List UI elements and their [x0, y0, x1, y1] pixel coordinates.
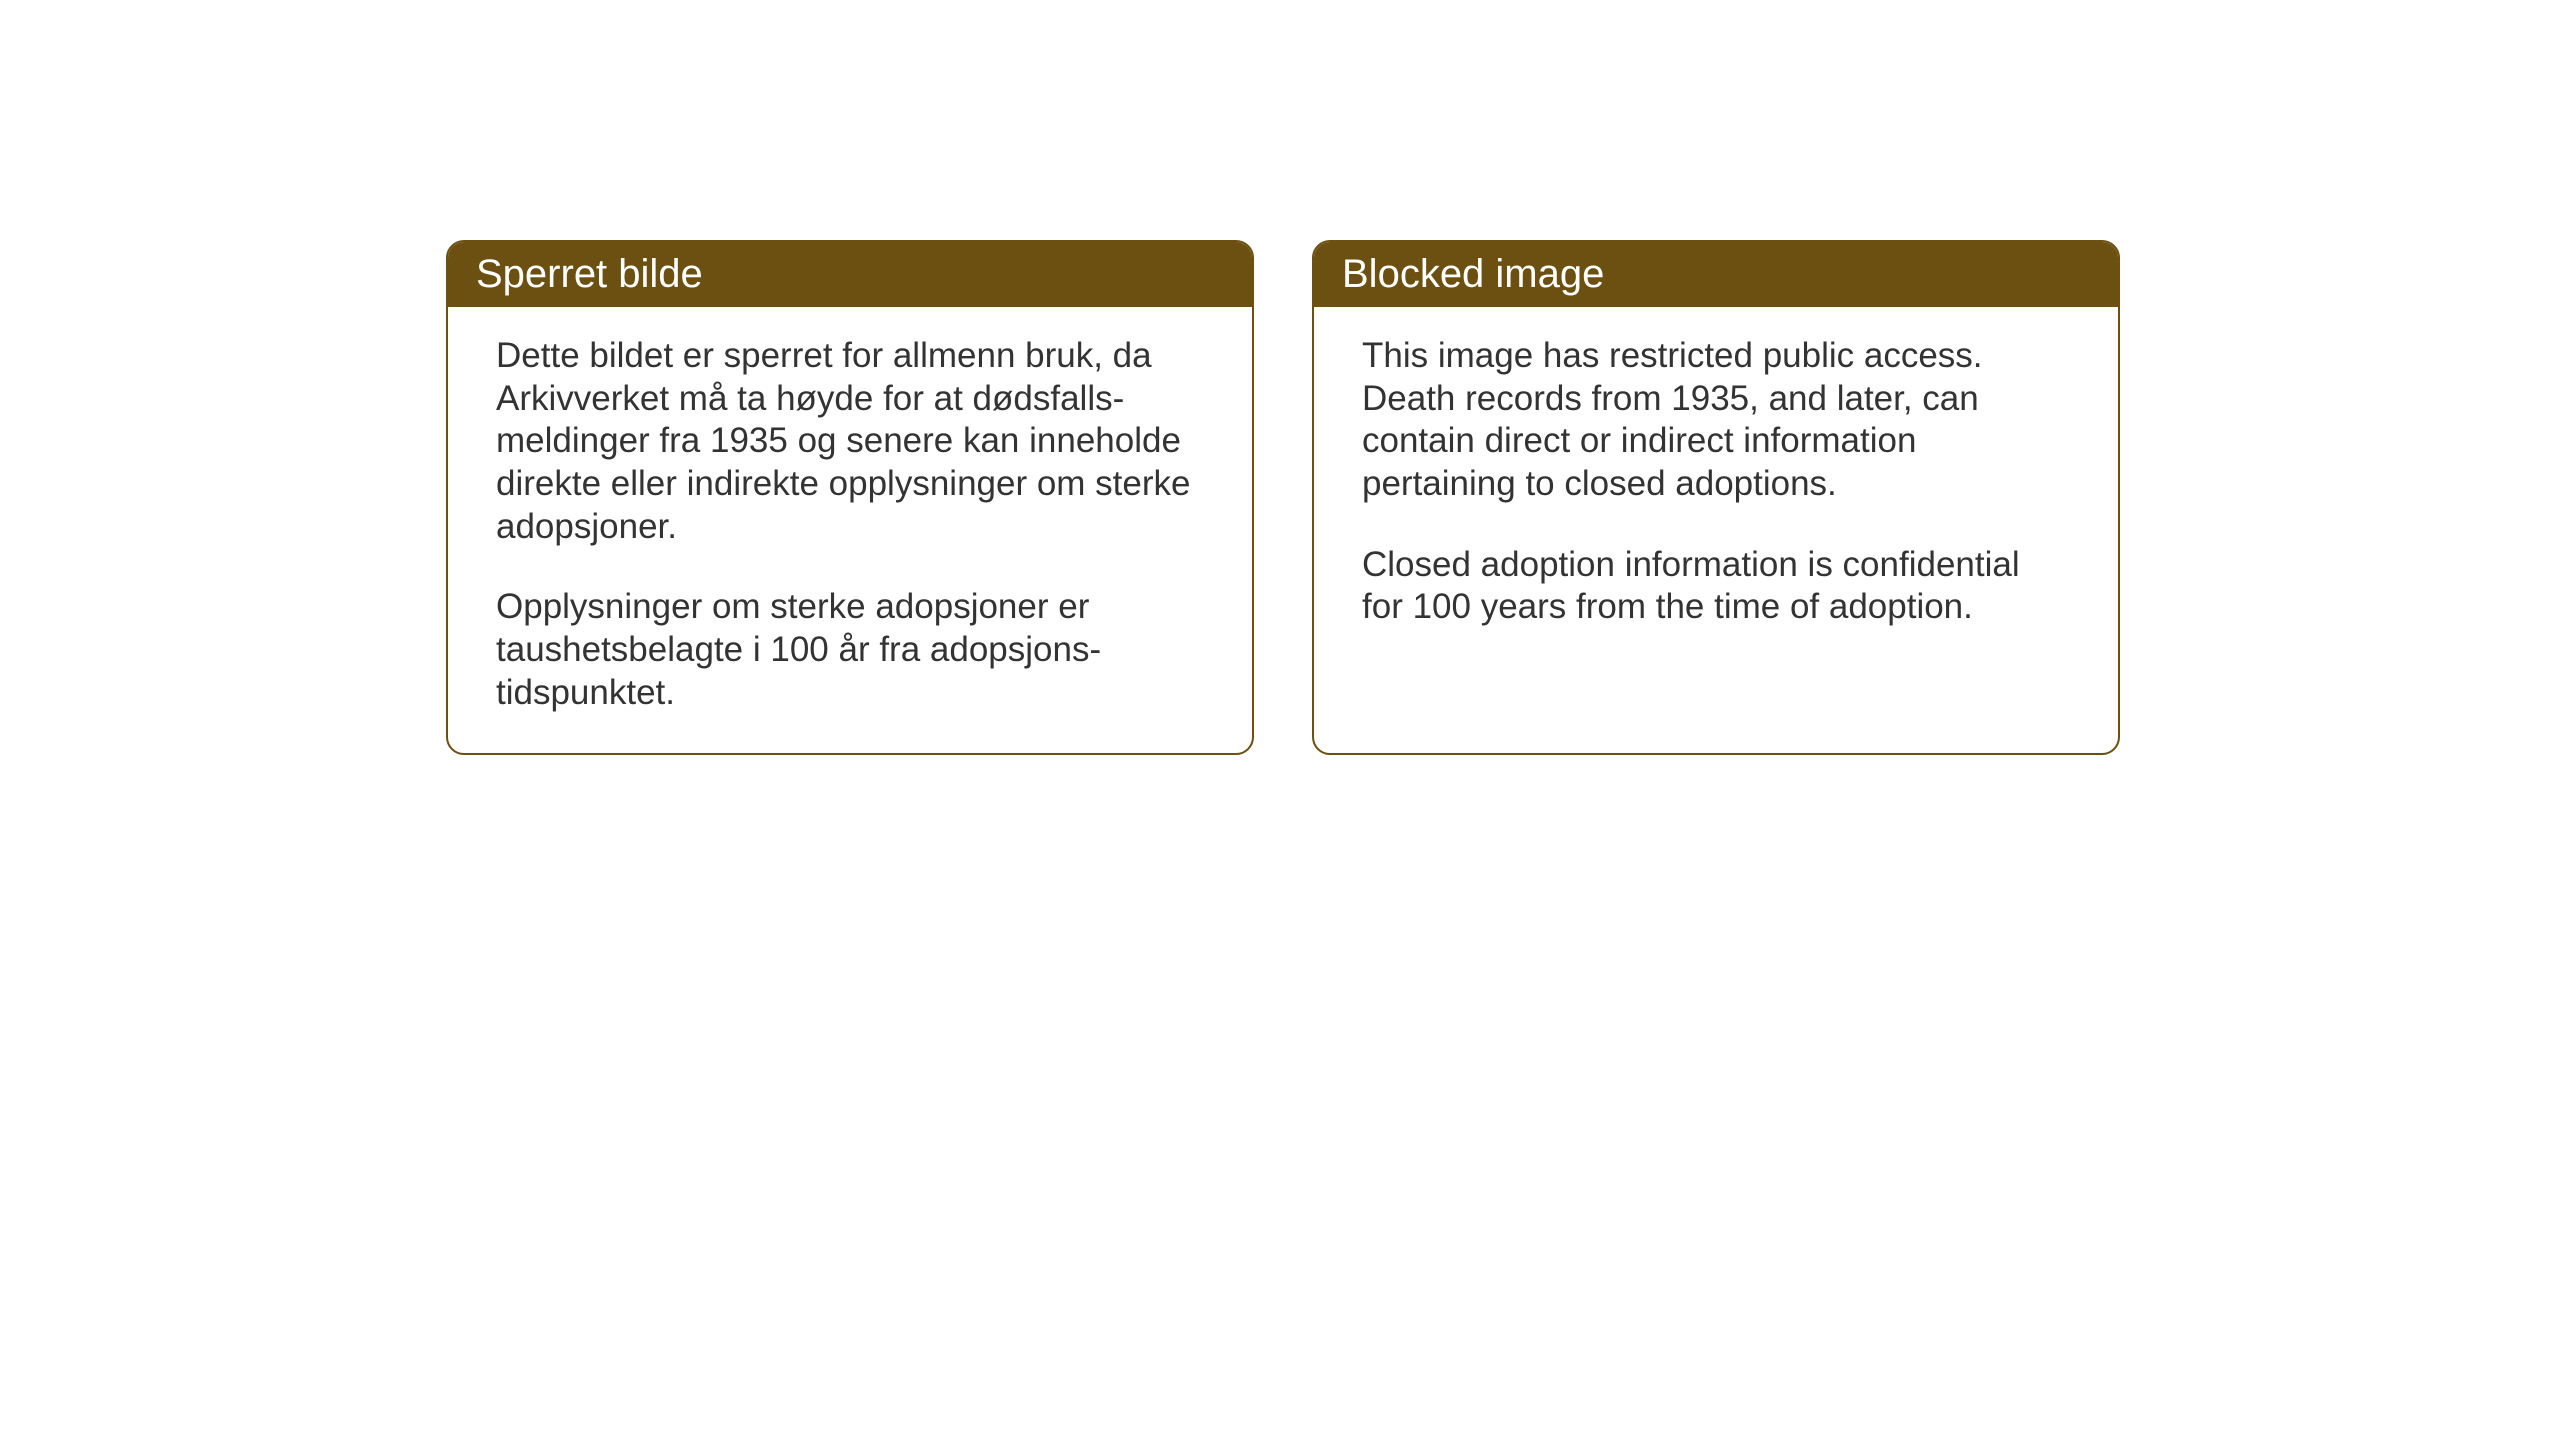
english-paragraph-2: Closed adoption information is confident… [1362, 544, 2070, 629]
english-card-title: Blocked image [1342, 252, 1604, 296]
norwegian-card: Sperret bilde Dette bildet er sperret fo… [446, 240, 1254, 755]
notice-container: Sperret bilde Dette bildet er sperret fo… [446, 240, 2120, 755]
norwegian-card-title: Sperret bilde [476, 252, 703, 296]
norwegian-card-header: Sperret bilde [448, 242, 1252, 307]
english-card-header: Blocked image [1314, 242, 2118, 307]
norwegian-card-body: Dette bildet er sperret for allmenn bruk… [448, 307, 1252, 753]
english-card-body: This image has restricted public access.… [1314, 307, 2118, 667]
english-card: Blocked image This image has restricted … [1312, 240, 2120, 755]
english-paragraph-1: This image has restricted public access.… [1362, 335, 2070, 506]
norwegian-paragraph-1: Dette bildet er sperret for allmenn bruk… [496, 335, 1204, 548]
norwegian-paragraph-2: Opplysninger om sterke adopsjoner er tau… [496, 586, 1204, 714]
